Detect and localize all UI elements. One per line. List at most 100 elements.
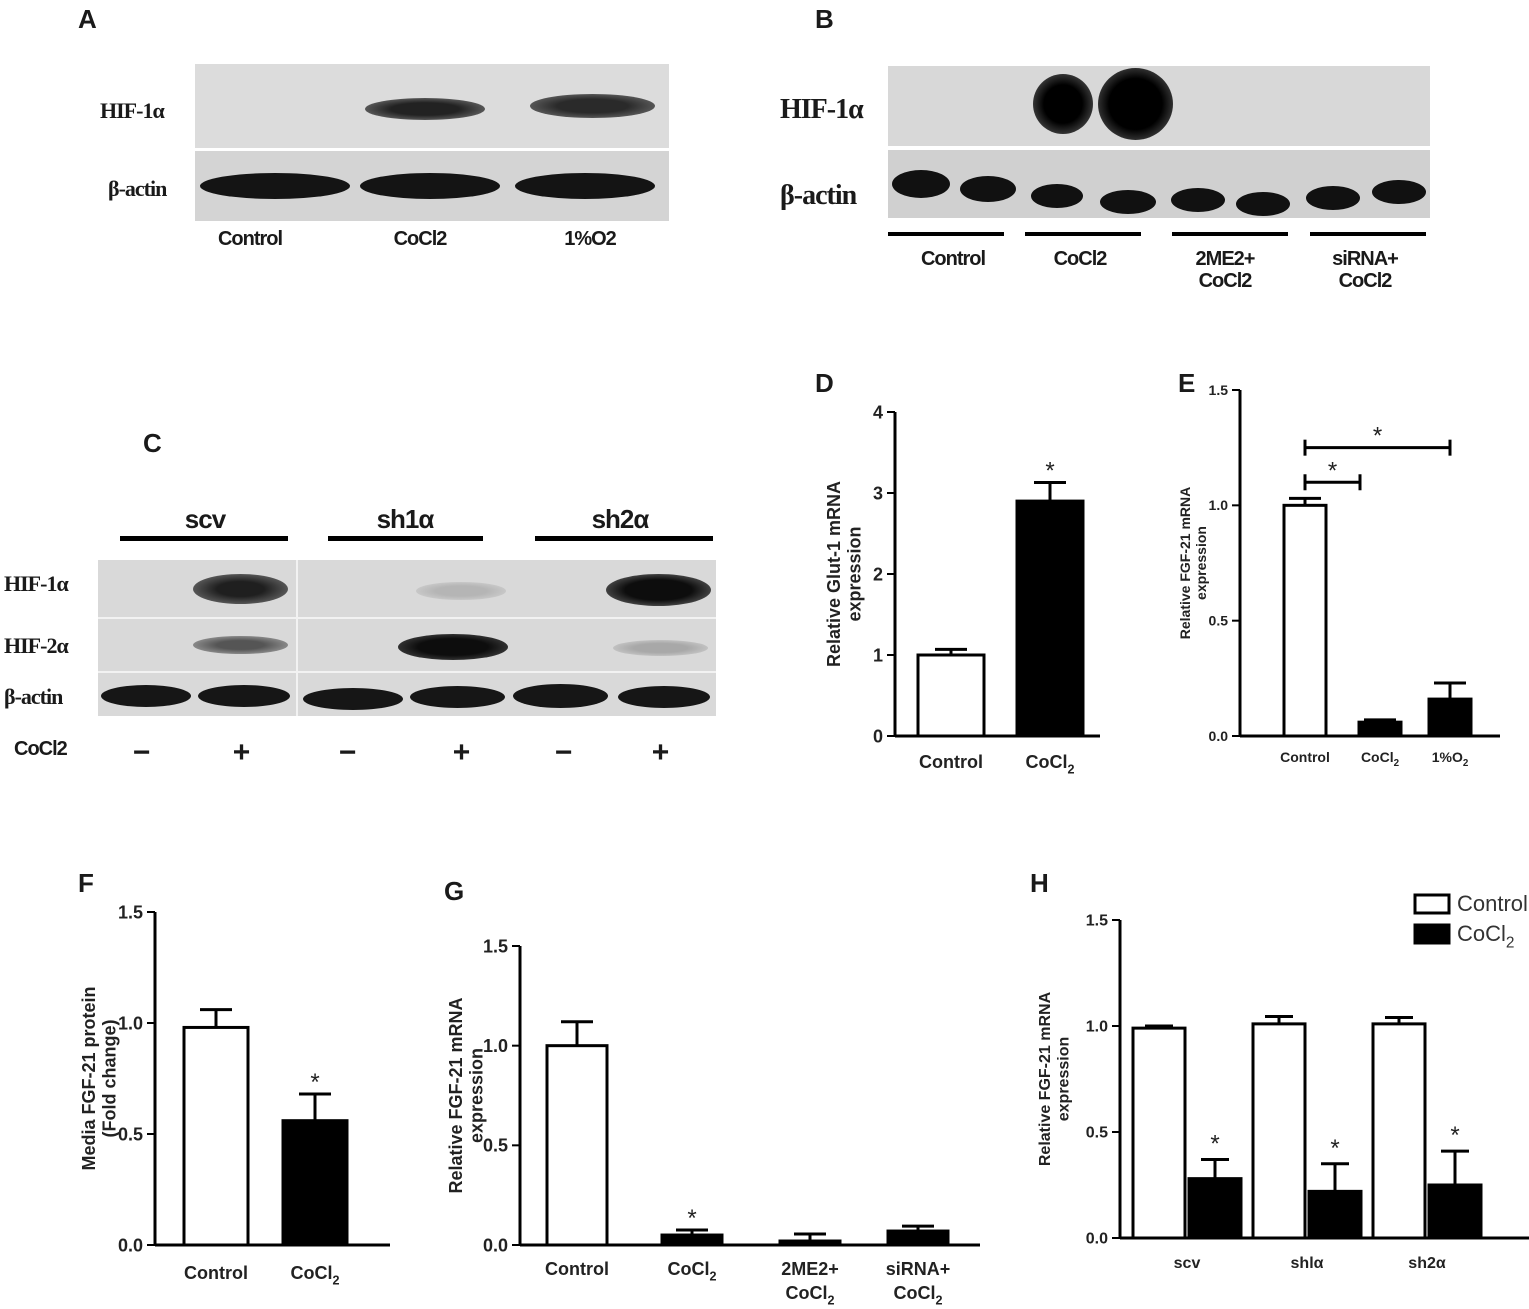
bar xyxy=(1427,1183,1483,1240)
band xyxy=(101,685,191,707)
x-tick-label: sh2α xyxy=(1408,1255,1446,1272)
x-tick-label: scv xyxy=(1174,1255,1201,1272)
significance-star: * xyxy=(1450,1122,1459,1149)
bar xyxy=(1427,697,1473,738)
bar xyxy=(1371,1022,1427,1240)
treatment-sign: − xyxy=(338,736,357,769)
band xyxy=(1031,184,1083,208)
blot-b-row-label-hif: HIF-1α xyxy=(780,94,864,125)
chart-panel-f: 0.0 0.5 1.0 1.5 Media FGF-21 protein(Fold ch… xyxy=(79,902,390,1287)
band xyxy=(513,684,608,708)
bar xyxy=(1015,499,1085,738)
blot-a-lane-label: CoCl2 xyxy=(393,228,448,250)
treatment-sign: + xyxy=(452,736,471,769)
blot-c-group-label: scv xyxy=(184,504,226,534)
y-tick-label: 1.0 xyxy=(483,1036,508,1056)
y-axis-label: Relative Glut-1 mRNAexpression xyxy=(824,481,865,667)
y-tick-label: 4 xyxy=(873,402,883,422)
y-axis-label: Relative FGF-21 mRNAexpression xyxy=(1177,487,1209,639)
legend-label: CoCl2 xyxy=(1457,921,1514,952)
x-tick-label: 1%O2 xyxy=(1432,749,1469,769)
band xyxy=(360,173,500,199)
y-tick-label: 0.5 xyxy=(118,1124,143,1144)
legend-swatch xyxy=(1413,923,1451,945)
y-tick-label: 0.0 xyxy=(1086,1231,1108,1248)
band xyxy=(1171,188,1225,212)
panel-letter-d: D xyxy=(815,368,834,398)
panel-letter-f: F xyxy=(78,868,94,898)
bar xyxy=(886,1229,950,1247)
band xyxy=(515,173,655,199)
band xyxy=(303,688,403,710)
band xyxy=(618,686,710,708)
x-tick-label: 2ME2+ xyxy=(781,1259,839,1279)
group-bar xyxy=(535,536,713,541)
significance-star: * xyxy=(1373,423,1382,450)
bar xyxy=(182,1025,250,1247)
group-bar xyxy=(120,536,288,541)
panel-letter-h: H xyxy=(1030,868,1049,898)
blot-c-row-label: β-actin xyxy=(4,684,63,709)
significance-star: * xyxy=(1210,1131,1219,1158)
legend-label: Control xyxy=(1457,891,1528,916)
group-bar xyxy=(1172,232,1288,236)
treatment-sign: + xyxy=(232,736,251,769)
divider xyxy=(98,671,716,673)
panel-letter-e: E xyxy=(1178,368,1196,398)
band xyxy=(1236,192,1290,216)
x-tick-label: Control xyxy=(545,1259,609,1279)
significance-star: * xyxy=(1330,1135,1339,1162)
blot-b-group-label: siRNA+ CoCl2 xyxy=(1332,248,1399,292)
blot-b-group-label: Control xyxy=(920,248,986,270)
treatment-sign: − xyxy=(554,736,573,769)
treatment-sign: + xyxy=(651,736,670,769)
treatment-sign: − xyxy=(132,736,151,769)
group-bar xyxy=(888,232,1004,236)
y-tick-label: 0 xyxy=(873,726,883,746)
bar xyxy=(1357,720,1403,738)
significance-star: * xyxy=(310,1069,319,1096)
band xyxy=(613,640,708,656)
blot-c-group-label: sh2α xyxy=(591,504,650,534)
blot-a-actin-strip xyxy=(195,151,669,221)
x-tick-label: CoCl2 xyxy=(290,1263,339,1287)
band xyxy=(530,94,655,118)
blot-c-group-label: sh1α xyxy=(376,504,435,534)
bar xyxy=(916,653,986,738)
band xyxy=(1306,186,1360,210)
significance-star: * xyxy=(1328,457,1337,484)
chart-panel-h: 0.0 0.5 1.0 1.5 Relative FGF-21 mRNAexpressi… xyxy=(1037,891,1529,1272)
band xyxy=(193,574,288,604)
blot-b-group-label: 2ME2+ CoCl2 xyxy=(1195,248,1256,292)
y-tick-label: 0.5 xyxy=(483,1136,508,1156)
panel-letter-a: A xyxy=(78,4,97,34)
blot-b-row-label-actin: β-actin xyxy=(780,180,857,211)
y-tick-label: 0.0 xyxy=(118,1235,143,1255)
significance-star: * xyxy=(687,1205,696,1232)
y-tick-label: 0.0 xyxy=(1209,728,1229,744)
blot-c-treatment-label: CoCl2 xyxy=(14,738,68,760)
y-tick-label: 2 xyxy=(873,564,883,584)
blot-a-row-label-actin: β-actin xyxy=(108,176,167,201)
blot-b-hif-strip xyxy=(888,66,1430,146)
band xyxy=(960,176,1016,202)
band xyxy=(416,582,506,600)
bar xyxy=(545,1044,609,1247)
x-tick-label: CoCl2 xyxy=(667,1259,716,1283)
bar xyxy=(778,1239,842,1247)
y-tick-label: 1.5 xyxy=(1086,913,1108,930)
band xyxy=(200,173,350,199)
blot-a-lane-label: Control xyxy=(217,228,283,250)
y-tick-label: 0.0 xyxy=(483,1235,508,1255)
band xyxy=(398,634,508,660)
band xyxy=(606,574,711,606)
y-tick-label: 1.5 xyxy=(483,936,508,956)
bar xyxy=(1131,1026,1187,1240)
bar xyxy=(1187,1177,1243,1240)
y-tick-label: 0.5 xyxy=(1209,613,1229,629)
band xyxy=(193,636,288,654)
blot-a-hif-strip xyxy=(195,64,669,148)
band xyxy=(1098,68,1173,140)
x-tick-label: shlα xyxy=(1291,1255,1324,1272)
